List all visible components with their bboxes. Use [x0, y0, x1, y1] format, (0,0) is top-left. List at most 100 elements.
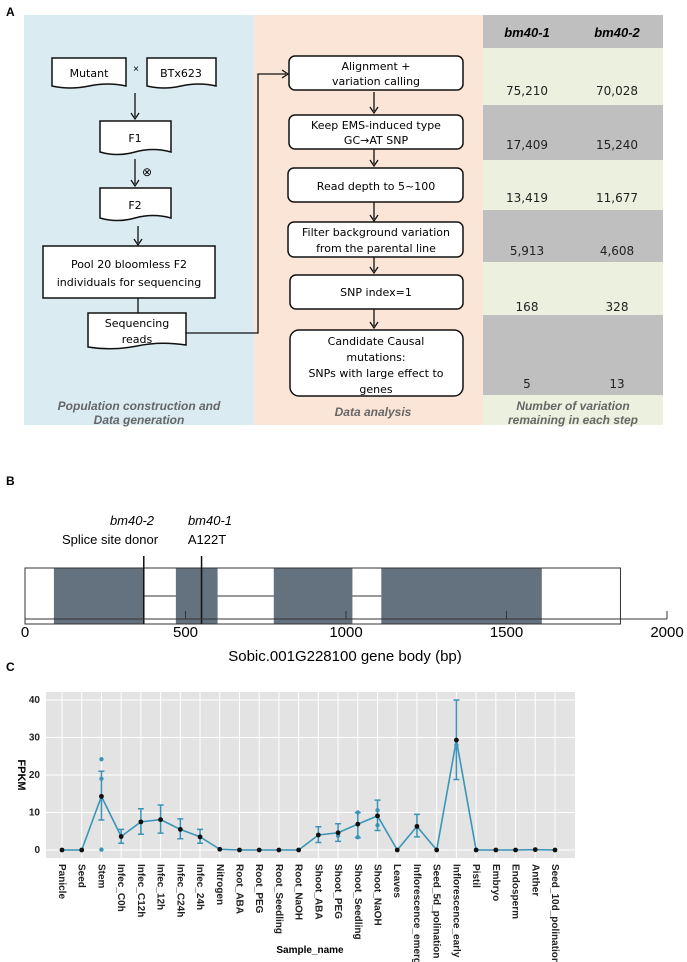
population-flowchart: Mutant × BTx623 F1 ⊗ F2 Pool 20 bloomles…	[42, 57, 290, 350]
count-cell: 5,913	[510, 244, 544, 258]
data-point	[276, 847, 282, 853]
data-point	[79, 847, 85, 853]
data-point	[493, 847, 499, 853]
replicate-point	[375, 808, 380, 813]
data-point	[335, 830, 341, 836]
x-tick-label: Infec_C0h	[115, 864, 126, 912]
arrow-head-icon	[369, 214, 379, 223]
panel-c-label: C	[6, 660, 15, 674]
analysis-step-label: SNP index=1	[340, 286, 412, 299]
expression-chart: 0 10 20 30 40 Panicle Seed Stem Infec_C0h Infec_C…	[29, 692, 575, 962]
axis-tick-label: 0	[21, 624, 29, 641]
count-cell: 13,419	[506, 191, 548, 205]
y-axis-label: FPKM	[15, 759, 27, 790]
btx623-box	[146, 57, 217, 89]
replicate-point	[99, 776, 104, 781]
exon	[53, 568, 144, 624]
data-point	[256, 847, 262, 853]
arrow-head-icon	[369, 106, 379, 115]
analysis-step-box	[287, 221, 464, 258]
y-tick-label: 30	[29, 733, 41, 744]
reads-label: Sequencing	[105, 317, 170, 330]
counts-footer: Number of variation	[516, 399, 629, 413]
data-point	[394, 847, 400, 853]
analysis-footer: Data analysis	[335, 405, 412, 419]
replicate-point	[355, 835, 360, 840]
mutation-name: bm40-1	[188, 513, 232, 528]
y-tick-label: 0	[34, 845, 40, 856]
gene-model: 0 500 1000 1500 2000	[21, 556, 684, 641]
x-tick-label: Root_NaOH	[293, 864, 304, 920]
population-footer: Population construction and	[58, 399, 221, 413]
analysis-step-label: Filter background variation	[302, 226, 450, 239]
population-footer: Data generation	[94, 413, 185, 427]
analysis-step-label: variation calling	[332, 75, 420, 88]
analysis-step-label: mutations:	[346, 351, 405, 364]
mutation-name: bm40-2	[110, 513, 155, 528]
arrow-head-icon	[130, 179, 140, 188]
count-cell: 4,608	[600, 244, 634, 258]
f1-label: F1	[128, 132, 141, 145]
analysis-step-box	[289, 274, 464, 310]
data-point	[414, 823, 420, 829]
analysis-flowchart: Alignment + variation calling Keep EMS-i…	[287, 55, 464, 397]
data-point	[138, 819, 144, 825]
x-tick-label: Infec_C12h	[135, 864, 146, 917]
analysis-step-label: Read depth to 5~100	[317, 180, 435, 193]
header-bm40-2: bm40-2	[594, 25, 640, 40]
replicate-point	[99, 757, 104, 762]
f1-box	[99, 120, 172, 156]
data-point	[473, 847, 479, 853]
arrow-head-icon	[369, 159, 379, 168]
x-tick-label: Panicle	[56, 864, 67, 899]
arrow-head-icon	[133, 238, 143, 247]
data-point	[59, 847, 65, 853]
x-tick-label: Seed	[76, 864, 87, 888]
mutant-box	[51, 57, 127, 89]
x-tick-label: Nitrogen	[214, 864, 225, 905]
exon	[381, 568, 542, 624]
pool-label: individuals for sequencing	[57, 276, 201, 289]
sequencing-reads-box	[87, 312, 187, 350]
y-tick-label: 20	[29, 770, 41, 781]
data-point	[552, 847, 558, 853]
count-cell: 75,210	[506, 84, 548, 98]
x-tick-label: Shoot_PEG	[332, 864, 343, 919]
panel-b-label: B	[6, 474, 15, 488]
replicate-point	[375, 823, 380, 828]
data-point	[177, 826, 183, 832]
mutation-effect: Splice site donor	[62, 532, 159, 547]
x-tick-label: Infec_12h	[155, 864, 166, 910]
count-cell: 168	[516, 300, 539, 314]
data-point	[454, 737, 459, 743]
analysis-step-box	[288, 114, 464, 150]
axis-tick-label: 500	[173, 624, 198, 641]
data-point	[434, 847, 440, 853]
arrow-head-icon	[369, 266, 379, 275]
analysis-step-label: from the parental line	[316, 242, 436, 255]
y-tick-label: 40	[29, 695, 41, 706]
series-line	[62, 739, 556, 852]
x-tick-label: Stem	[95, 864, 106, 889]
x-tick-label: Seed_10d_polination	[549, 864, 560, 962]
cross-symbol: ×	[133, 64, 139, 75]
x-tick-label: Root_PEG	[253, 864, 264, 914]
count-cell: 17,409	[506, 138, 548, 152]
x-tick-label: Endosperm	[510, 864, 521, 919]
data-point	[355, 821, 361, 827]
data-point	[315, 832, 321, 838]
mutant-label: Mutant	[70, 67, 109, 80]
data-point	[158, 817, 164, 823]
header-bm40-1: bm40-1	[504, 25, 550, 40]
pool-label: Pool 20 bloomless F2	[71, 258, 187, 271]
y-tick-label: 10	[29, 808, 41, 819]
x-tick-label: Leaves	[391, 864, 402, 898]
replicate-point	[355, 810, 360, 815]
arrow-head-icon	[369, 321, 379, 330]
data-point	[532, 847, 538, 853]
analysis-step-label: Alignment +	[341, 60, 410, 73]
analysis-step-label: Keep EMS-induced type	[311, 119, 441, 132]
x-tick-label: Inflorescence_emerg	[411, 864, 422, 962]
arrow-head-icon	[281, 69, 290, 79]
